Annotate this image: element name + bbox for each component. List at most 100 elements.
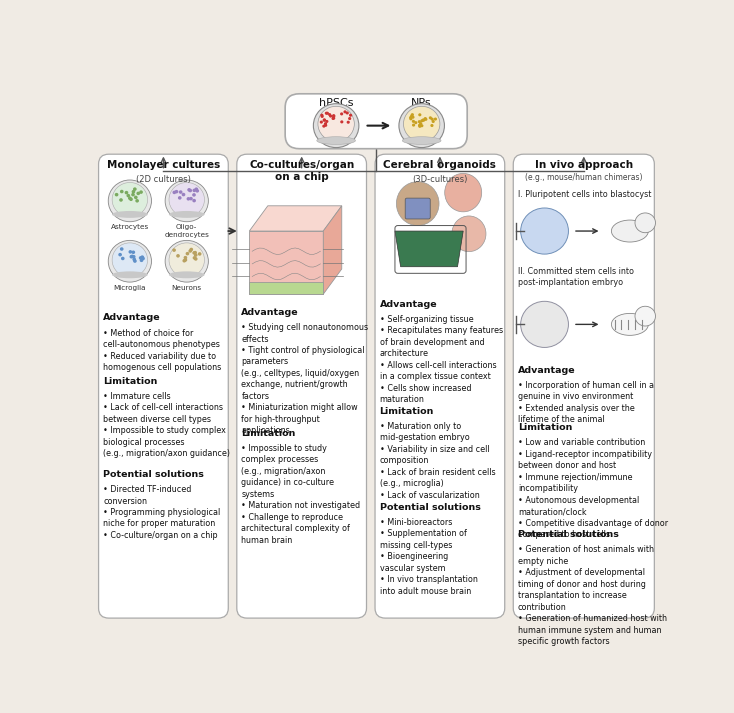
- Circle shape: [414, 121, 418, 124]
- Circle shape: [126, 194, 130, 198]
- Text: Potential solutions: Potential solutions: [379, 503, 481, 512]
- Circle shape: [112, 183, 148, 217]
- Circle shape: [340, 113, 344, 116]
- Circle shape: [121, 257, 125, 260]
- Text: Advantage: Advantage: [241, 308, 299, 317]
- Text: Limitation: Limitation: [103, 376, 158, 386]
- Circle shape: [329, 115, 333, 118]
- Circle shape: [421, 118, 425, 122]
- Circle shape: [424, 118, 427, 120]
- Text: • Incorporation of human cell in a
genuine in vivo environment
• Extended analys: • Incorporation of human cell in a genui…: [517, 381, 654, 424]
- Circle shape: [195, 188, 198, 191]
- Circle shape: [194, 253, 197, 257]
- Text: • Impossible to study
complex processes
(e.g., migration/axon
guidance) in co-cu: • Impossible to study complex processes …: [241, 444, 360, 545]
- Circle shape: [192, 256, 196, 260]
- Text: Cerebral organoids: Cerebral organoids: [383, 160, 496, 170]
- Text: • Self-organizing tissue
• Recapitulates many features
of brain development and
: • Self-organizing tissue • Recapitulates…: [379, 315, 503, 404]
- Circle shape: [129, 255, 133, 259]
- Circle shape: [346, 111, 349, 115]
- Text: Astrocytes: Astrocytes: [111, 225, 149, 230]
- Circle shape: [422, 118, 425, 122]
- Circle shape: [434, 118, 437, 120]
- Ellipse shape: [611, 314, 648, 335]
- Circle shape: [421, 119, 424, 123]
- Circle shape: [165, 240, 208, 282]
- Ellipse shape: [445, 173, 482, 212]
- Text: • Method of choice for
cell-autonomous phenotypes
• Reduced variability due to
h: • Method of choice for cell-autonomous p…: [103, 329, 222, 372]
- Circle shape: [421, 124, 424, 127]
- Circle shape: [165, 180, 208, 222]
- Text: • Generation of host animals with
empty niche
• Adjustment of developmental
timi: • Generation of host animals with empty …: [517, 545, 666, 646]
- Circle shape: [635, 307, 655, 326]
- FancyBboxPatch shape: [237, 154, 366, 618]
- Circle shape: [409, 116, 413, 119]
- Circle shape: [118, 253, 122, 257]
- Circle shape: [520, 208, 568, 254]
- Circle shape: [192, 189, 196, 193]
- Circle shape: [429, 116, 432, 119]
- Circle shape: [169, 243, 205, 277]
- Circle shape: [418, 124, 421, 127]
- Circle shape: [325, 120, 328, 123]
- Circle shape: [186, 252, 189, 255]
- Text: • Mini-bioreactors
• Supplementation of
missing cell-types
• Bioengineering
vasc: • Mini-bioreactors • Supplementation of …: [379, 518, 477, 596]
- Circle shape: [341, 120, 344, 123]
- Polygon shape: [250, 231, 323, 294]
- Circle shape: [139, 256, 142, 260]
- Circle shape: [141, 257, 145, 260]
- Circle shape: [192, 199, 196, 202]
- Circle shape: [193, 251, 197, 255]
- Text: Advantage: Advantage: [379, 299, 437, 309]
- Circle shape: [120, 190, 123, 193]
- Text: Neurons: Neurons: [172, 285, 202, 291]
- Circle shape: [320, 113, 324, 117]
- Circle shape: [323, 118, 326, 121]
- Circle shape: [328, 113, 331, 116]
- Circle shape: [132, 255, 136, 258]
- Circle shape: [418, 113, 421, 116]
- Circle shape: [404, 106, 440, 141]
- Text: Limitation: Limitation: [379, 406, 434, 416]
- Circle shape: [318, 106, 355, 141]
- Circle shape: [320, 120, 323, 123]
- Text: Oligo-
dendrocytes: Oligo- dendrocytes: [164, 225, 209, 238]
- Circle shape: [324, 124, 327, 127]
- Text: II. Committed stem cells into
post-implantation embryo: II. Committed stem cells into post-impla…: [517, 267, 634, 287]
- Text: • Studying cell nonautonomous
effects
• Tight control of physiological
parameter: • Studying cell nonautonomous effects • …: [241, 323, 368, 435]
- Circle shape: [344, 111, 346, 113]
- Text: Microglia: Microglia: [114, 285, 146, 291]
- Text: • Directed TF-induced
conversion
• Programming physiological
niche for proper ma: • Directed TF-induced conversion • Progr…: [103, 485, 220, 540]
- Circle shape: [140, 255, 144, 259]
- Polygon shape: [250, 206, 342, 231]
- Circle shape: [135, 199, 139, 202]
- Text: hPSCs: hPSCs: [319, 98, 353, 108]
- Text: (2D cultures): (2D cultures): [136, 175, 191, 184]
- Circle shape: [195, 189, 199, 193]
- Circle shape: [424, 117, 427, 120]
- Circle shape: [139, 190, 143, 194]
- Ellipse shape: [452, 216, 486, 252]
- Circle shape: [186, 197, 190, 200]
- Circle shape: [184, 258, 187, 262]
- Text: Co-cultures/organ
on a chip: Co-cultures/organ on a chip: [249, 160, 355, 183]
- Circle shape: [326, 112, 329, 115]
- Circle shape: [132, 257, 136, 261]
- Ellipse shape: [169, 211, 205, 218]
- Circle shape: [411, 116, 415, 119]
- Text: In vivo approach: In vivo approach: [535, 160, 633, 170]
- Circle shape: [184, 256, 187, 260]
- Circle shape: [128, 197, 131, 200]
- Circle shape: [172, 248, 176, 252]
- Circle shape: [418, 120, 421, 123]
- Circle shape: [134, 195, 138, 199]
- Text: Limitation: Limitation: [517, 424, 573, 432]
- FancyBboxPatch shape: [285, 94, 467, 149]
- Circle shape: [139, 259, 143, 262]
- Ellipse shape: [112, 272, 148, 278]
- Ellipse shape: [611, 220, 648, 242]
- Circle shape: [131, 255, 134, 258]
- Circle shape: [333, 115, 335, 118]
- Text: NPs: NPs: [411, 98, 432, 108]
- Circle shape: [129, 198, 133, 201]
- Circle shape: [119, 198, 123, 202]
